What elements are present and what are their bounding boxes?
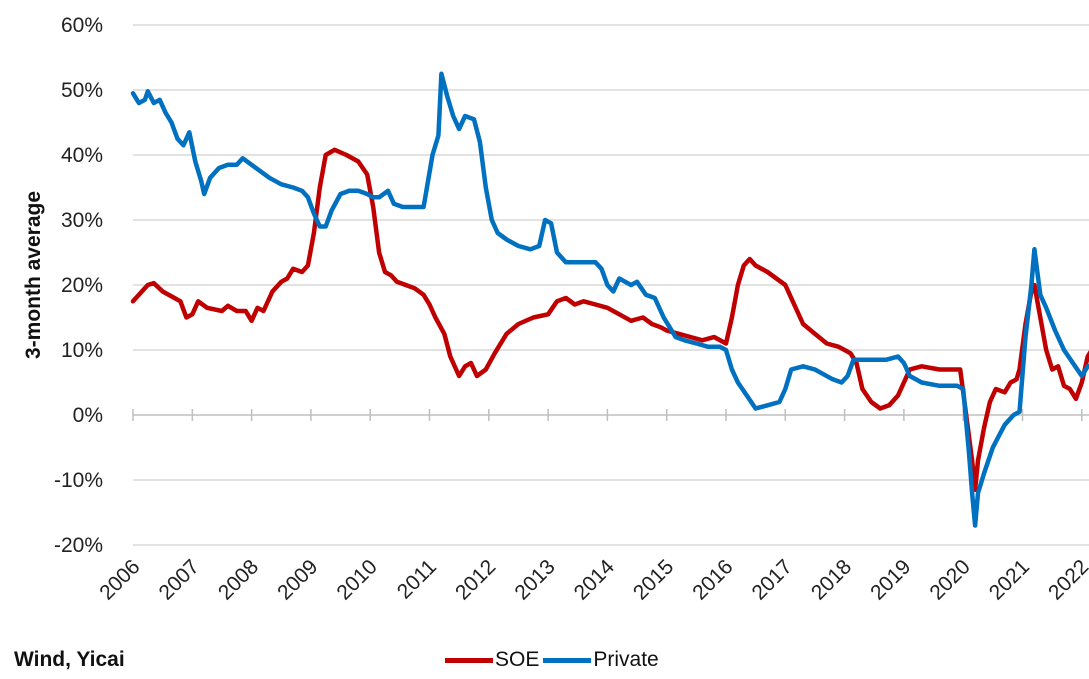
x-axis-ticks: 2006 2007 2008 2009 2010 2011 2012 2013 2014 2015… xyxy=(95,409,1089,605)
x-tick-label: 2014 xyxy=(570,555,620,605)
legend: SOE Private xyxy=(445,648,663,672)
x-tick-label: 2007 xyxy=(155,555,204,604)
x-tick-label: 2018 xyxy=(807,555,856,604)
legend-label-soe: SOE xyxy=(495,648,540,671)
y-tick-label: 20% xyxy=(61,274,103,297)
series-lines xyxy=(130,71,1089,528)
y-tick-label: 0% xyxy=(73,404,103,427)
x-tick-label: 2006 xyxy=(95,555,144,604)
x-tick-label: 2015 xyxy=(629,555,678,604)
x-tick-label: 2021 xyxy=(985,555,1034,604)
x-tick-label: 2011 xyxy=(393,555,441,603)
legend-item-private: Private xyxy=(543,648,659,672)
y-axis-label: 3-month average xyxy=(22,191,45,359)
x-tick-label: 2020 xyxy=(925,555,974,604)
legend-label-private: Private xyxy=(593,648,659,671)
x-tick-label: 2017 xyxy=(748,555,797,604)
x-tick-label: 2009 xyxy=(273,555,322,604)
y-tick-label: -20% xyxy=(54,534,103,557)
y-axis-ticks: 60% 50% 40% 30% 20% 10% 0% -10% -20% xyxy=(54,14,103,557)
x-tick-label: 2012 xyxy=(451,555,500,604)
y-tick-label: -10% xyxy=(54,469,103,492)
x-tick-label: 2010 xyxy=(332,555,381,604)
y-tick-label: 60% xyxy=(61,14,103,37)
series-line-soe xyxy=(130,147,1089,493)
series-line-private xyxy=(130,71,1089,528)
y-tick-label: 30% xyxy=(61,209,103,232)
x-tick-label: 2008 xyxy=(214,555,263,604)
source-note: Wind, Yicai xyxy=(14,648,125,671)
legend-swatch-soe xyxy=(445,657,493,663)
x-tick-label: 2016 xyxy=(688,555,737,604)
legend-item-soe: SOE xyxy=(445,648,539,672)
y-tick-label: 40% xyxy=(61,144,103,167)
grid-lines xyxy=(133,24,1089,546)
x-tick-label: 2019 xyxy=(866,555,915,604)
legend-swatch-private xyxy=(543,657,592,663)
y-tick-label: 50% xyxy=(61,79,103,102)
y-tick-label: 10% xyxy=(61,339,103,362)
x-tick-label: 2013 xyxy=(510,555,559,604)
x-tick-label: 2022 xyxy=(1044,555,1089,604)
